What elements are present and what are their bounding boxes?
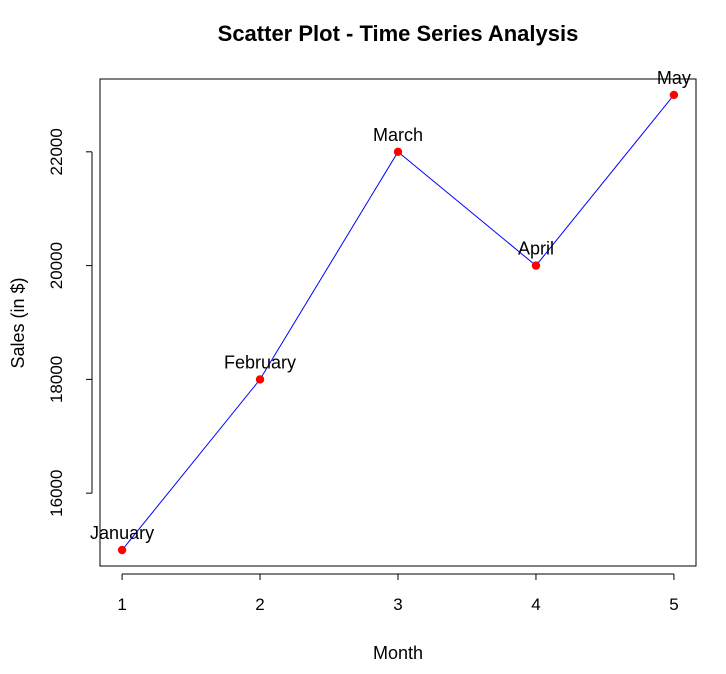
data-label-1: January (90, 523, 154, 543)
x-tick-label-2: 2 (255, 595, 264, 614)
data-point-5 (669, 90, 679, 100)
plot-frame (99, 78, 697, 567)
x-tick-label-4: 4 (531, 595, 540, 614)
y-tick-label-4: 22000 (47, 128, 66, 175)
data-point-1 (117, 545, 127, 555)
data-point-4 (531, 261, 541, 270)
data-label-3: March (373, 125, 423, 145)
plot-layer: 1 2 3 4 5 16000 18000 20000 22000 January February… (47, 68, 697, 614)
y-tick-label-2: 18000 (47, 356, 66, 403)
y-tick-label-1: 16000 (47, 470, 66, 517)
data-label-5: May (657, 68, 691, 88)
chart-title: Scatter Plot - Time Series Analysis (218, 21, 579, 46)
data-point-2 (255, 375, 265, 384)
y-tick-label-3: 20000 (47, 242, 66, 289)
data-point-3 (393, 147, 403, 157)
series-line (121, 94, 675, 551)
x-tick-label-1: 1 (117, 595, 126, 614)
x-tick-label-5: 5 (669, 595, 678, 614)
x-tick-label-3: 3 (393, 595, 402, 614)
data-label-4: April (518, 239, 554, 259)
x-axis-label: Month (373, 643, 423, 663)
y-axis-label: Sales (in $) (8, 277, 28, 368)
data-label-2: February (224, 352, 296, 372)
